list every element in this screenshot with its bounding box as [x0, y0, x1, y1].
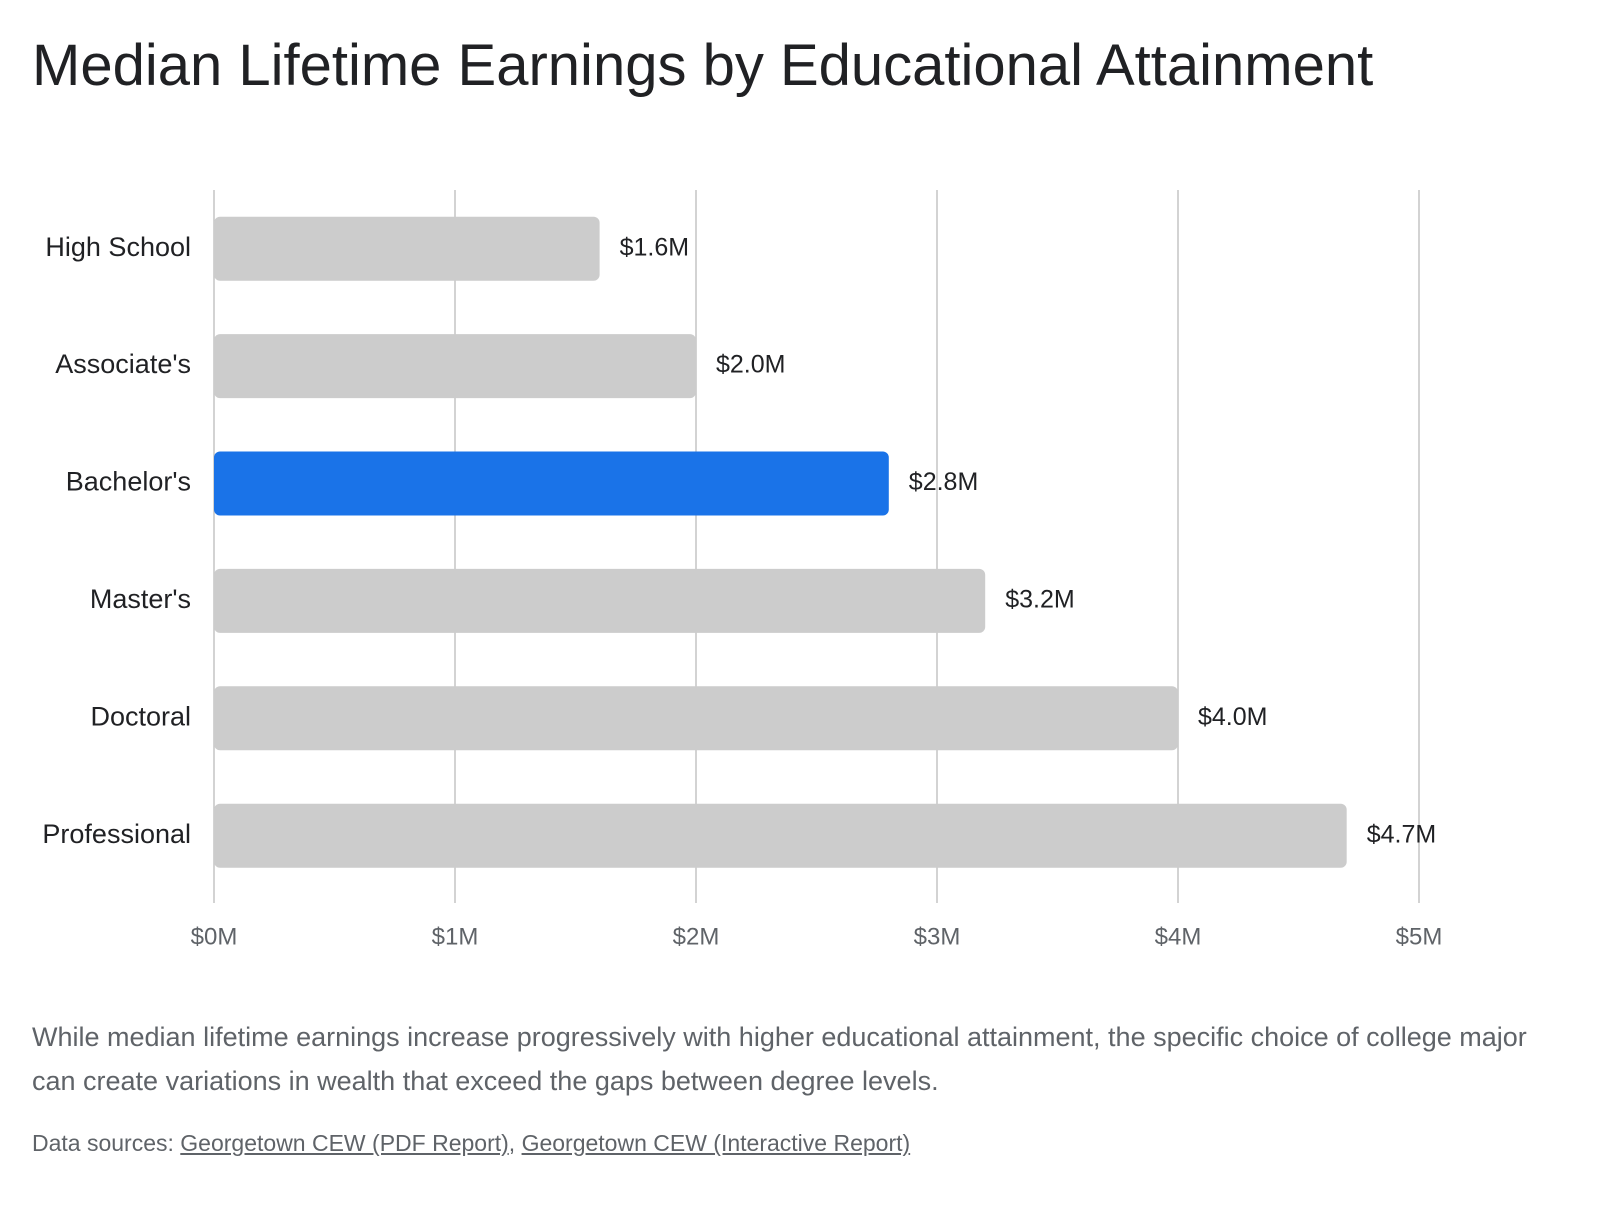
value-label: $2.8M [909, 468, 978, 496]
value-label: $4.0M [1198, 703, 1267, 731]
bar-chart: $0M $1M $2M $3M $4M $5M High School $1.6M Associ… [42, 190, 1442, 951]
source-link-interactive-report[interactable]: Georgetown CEW (Interactive Report) [521, 1130, 911, 1156]
sources-prefix: Data sources: [32, 1130, 174, 1156]
category-label: Bachelor's [66, 467, 191, 497]
sources-separator: , [508, 1130, 516, 1156]
value-label: $2.0M [716, 351, 785, 379]
x-tick-label: $3M [914, 923, 961, 950]
x-tick-label: $0M [191, 923, 238, 950]
x-tick-label: $4M [1155, 923, 1202, 950]
category-label: High School [45, 232, 191, 262]
source-link-pdf-report[interactable]: Georgetown CEW (PDF Report) [180, 1130, 509, 1156]
bar [214, 803, 1347, 868]
data-sources: Data sources: Georgetown CEW (PDF Report… [32, 1127, 910, 1159]
bar [214, 568, 986, 633]
value-label: $1.6M [620, 233, 689, 261]
bar [214, 216, 600, 281]
x-tick-label: $5M [1396, 923, 1443, 950]
category-label: Master's [90, 584, 191, 614]
value-label: $4.7M [1367, 820, 1436, 848]
bar [214, 686, 1178, 751]
value-label: $3.2M [1005, 586, 1074, 614]
chart-caption: While median lifetime earnings increase … [32, 1022, 1527, 1096]
bar [214, 334, 696, 399]
chart-title: Median Lifetime Earnings by Educational … [32, 33, 1374, 98]
x-tick-label: $1M [432, 923, 479, 950]
bars [214, 216, 1347, 868]
category-label: Professional [42, 819, 191, 849]
category-label: Doctoral [90, 701, 191, 731]
labels: $0M $1M $2M $3M $4M $5M High School $1.6M Associ… [42, 232, 1442, 951]
category-label: Associate's [55, 349, 191, 379]
x-tick-label: $2M [673, 923, 720, 950]
bar [214, 451, 889, 516]
gridlines [213, 190, 1420, 903]
